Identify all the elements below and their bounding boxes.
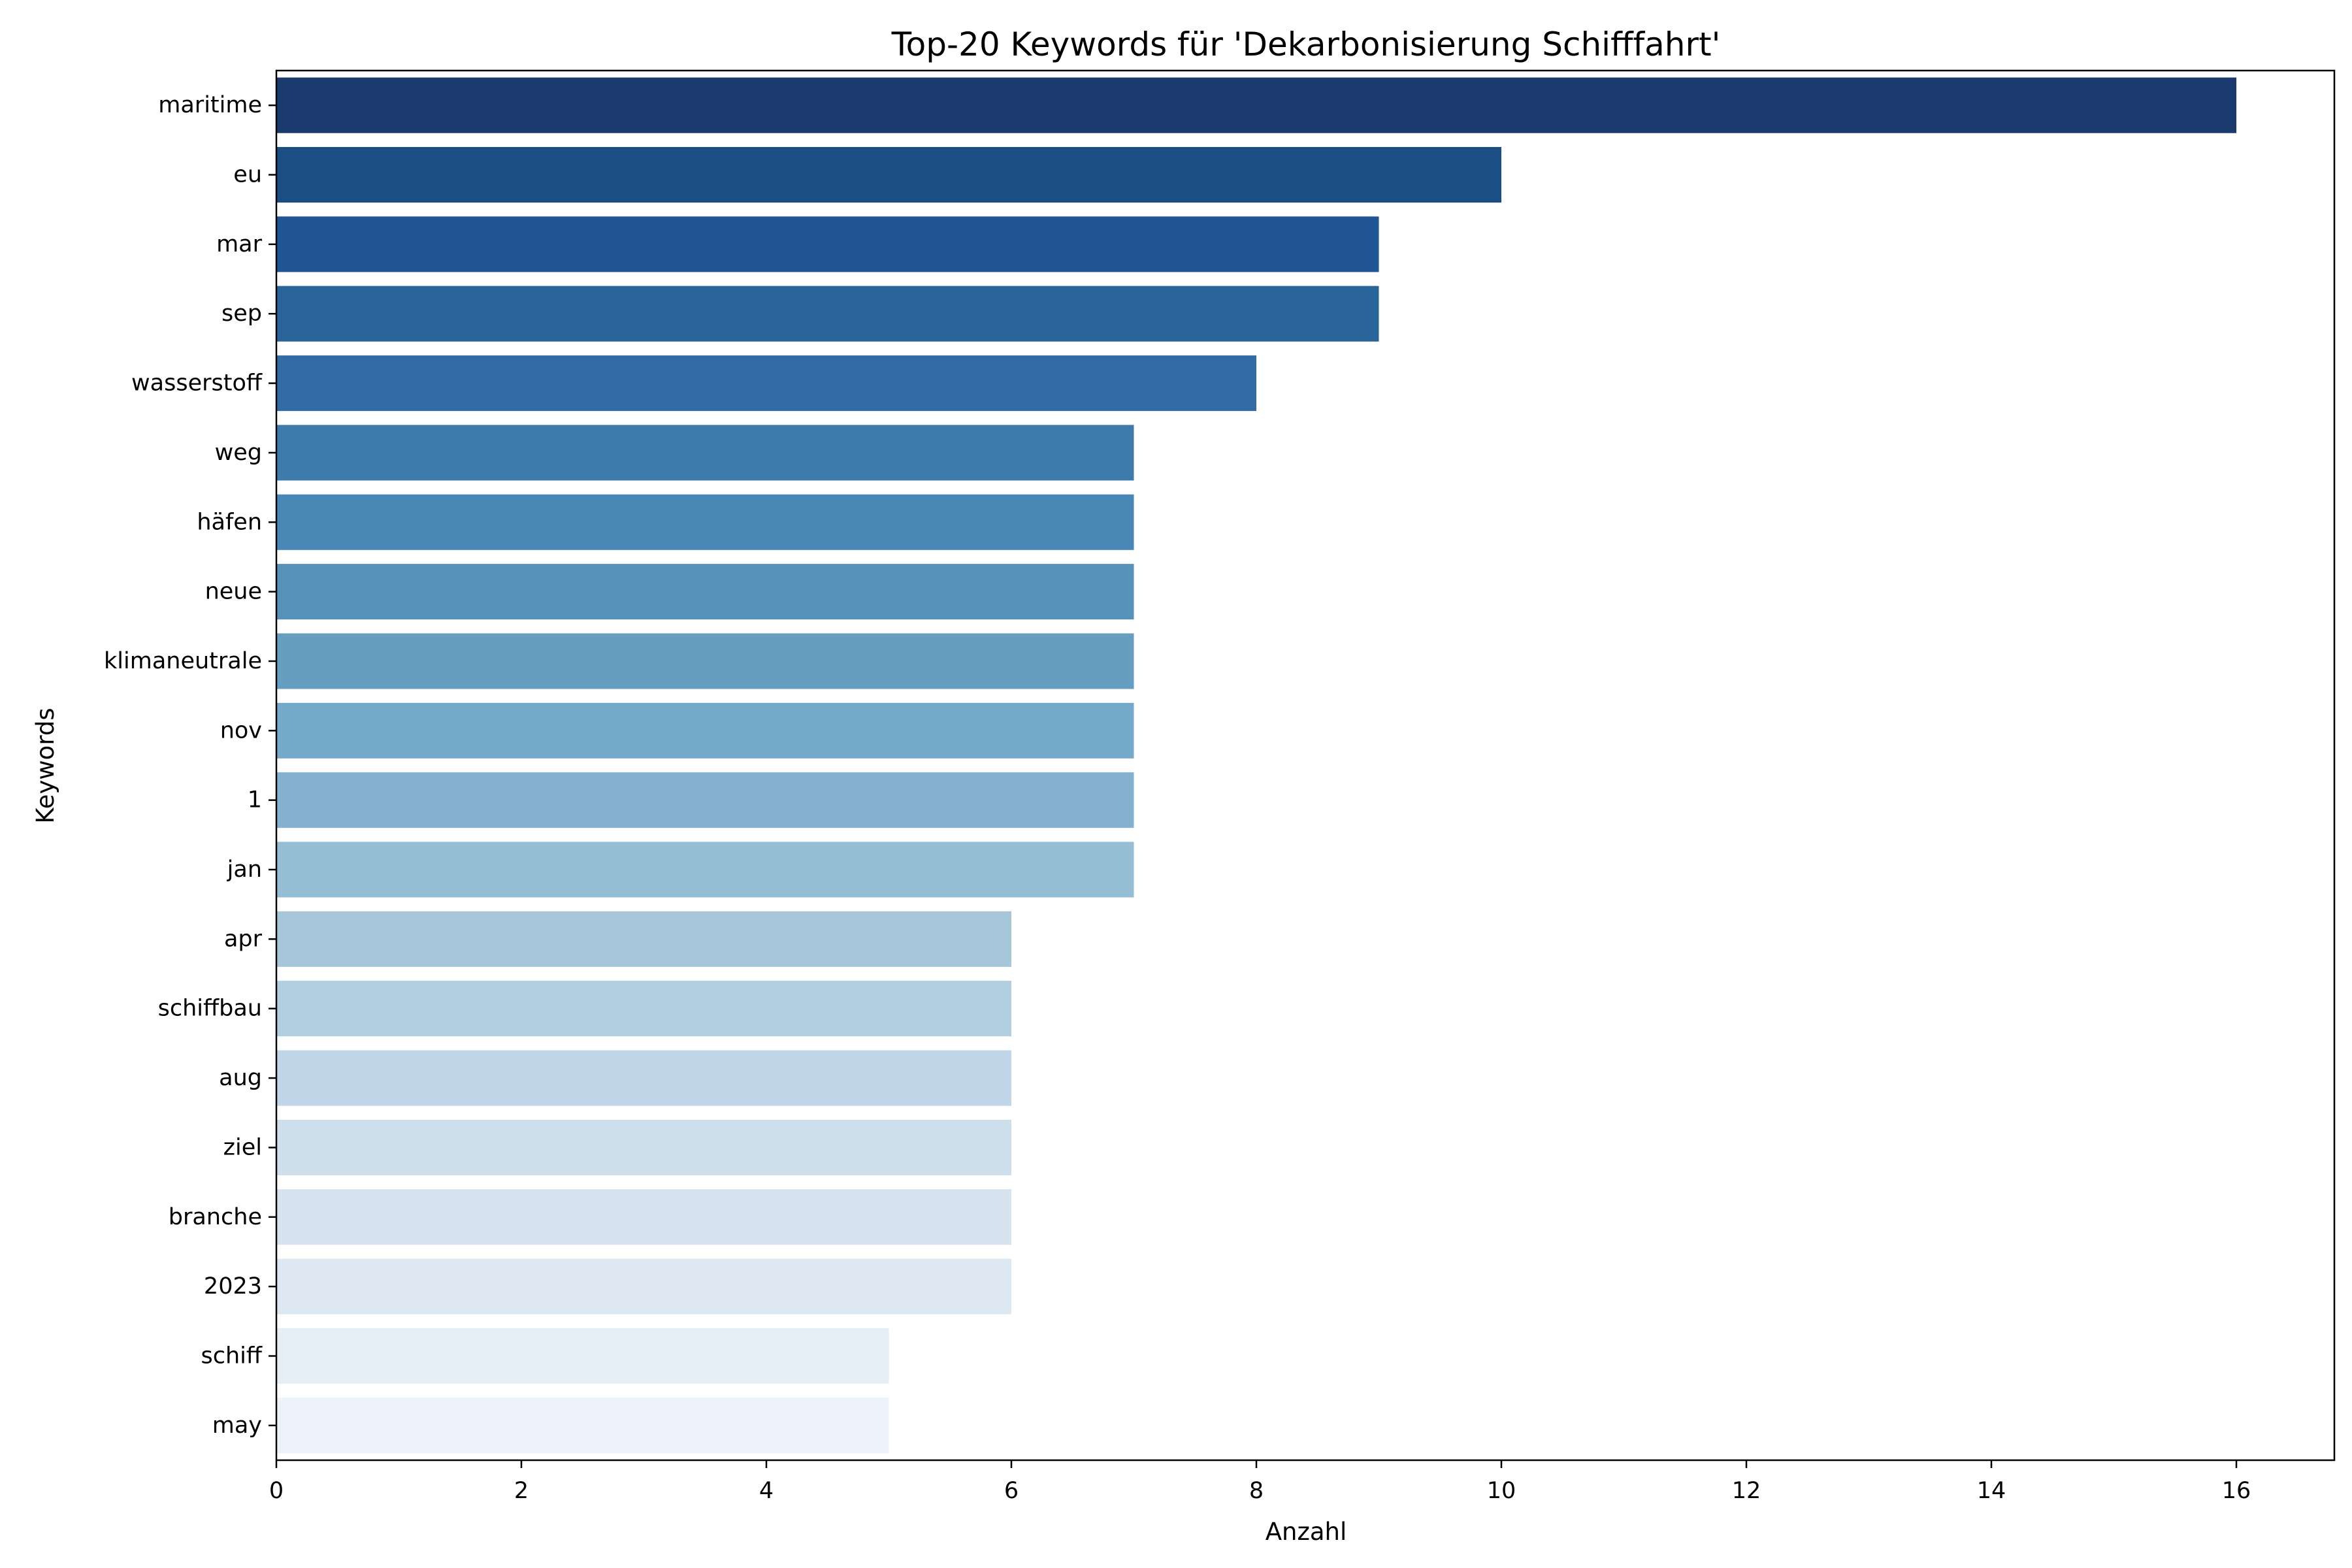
bar-branche — [276, 1189, 1011, 1245]
x-tick-label: 0 — [269, 1478, 284, 1504]
y-tick-label: maritime — [158, 92, 262, 118]
x-tick-label: 16 — [2222, 1478, 2251, 1504]
bar-1 — [276, 772, 1134, 828]
x-tick-label: 12 — [1732, 1478, 1761, 1504]
y-tick-label: wasserstoff — [131, 370, 263, 397]
x-tick-label: 8 — [1249, 1478, 1264, 1504]
y-tick-label: sep — [221, 301, 262, 327]
y-tick-label: neue — [205, 579, 262, 605]
y-tick-label: branche — [169, 1204, 262, 1230]
y-tick-label: 2023 — [204, 1273, 262, 1299]
bar-klimaneutrale — [276, 633, 1134, 689]
bar-eu — [276, 146, 1501, 203]
bar-apr — [276, 911, 1011, 967]
bar-nov — [276, 702, 1134, 759]
bar-wasserstoff — [276, 355, 1256, 412]
bar-maritime — [276, 77, 2236, 133]
y-tick-label: schiff — [201, 1343, 263, 1369]
y-tick-label: häfen — [197, 509, 262, 535]
bar-weg — [276, 425, 1134, 481]
y-tick-label: may — [212, 1413, 262, 1439]
bar-häfen — [276, 494, 1134, 550]
x-tick-label: 10 — [1487, 1478, 1516, 1504]
bar-2023 — [276, 1258, 1011, 1315]
y-tick-label: 1 — [248, 787, 262, 813]
bar-schiffbau — [276, 981, 1011, 1037]
y-tick-label: weg — [215, 440, 262, 466]
y-tick-label: jan — [227, 857, 262, 883]
x-axis-ticks: 0 2 4 6 8 10 12 14 16 — [269, 1460, 2251, 1504]
y-tick-label: klimaneutrale — [104, 648, 262, 674]
x-axis-label: Anzahl — [1266, 1518, 1347, 1546]
y-tick-label: ziel — [223, 1134, 262, 1160]
y-tick-label: aug — [219, 1065, 262, 1091]
y-tick-label: eu — [233, 162, 262, 188]
bar-jan — [276, 841, 1134, 898]
x-tick-label: 14 — [1977, 1478, 2006, 1504]
bar-schiff — [276, 1328, 889, 1384]
x-tick-label: 6 — [1004, 1478, 1019, 1504]
bar-mar — [276, 216, 1379, 272]
x-tick-label: 2 — [514, 1478, 529, 1504]
y-axis-ticks: maritime eu mar sep wasserstoff weg häfen neue k… — [104, 92, 276, 1439]
bar-sep — [276, 286, 1379, 342]
bar-may — [276, 1397, 889, 1454]
chart-title: Top-20 Keywords für 'Dekarbonisierung Sc… — [891, 25, 1721, 63]
y-tick-label: nov — [220, 717, 262, 743]
y-axis-label: Keywords — [31, 708, 59, 823]
bars-layer — [276, 77, 2236, 1454]
plot-frame — [275, 69, 2336, 1462]
bar-aug — [276, 1050, 1011, 1106]
x-tick-label: 4 — [759, 1478, 774, 1504]
y-tick-label: mar — [216, 231, 263, 257]
y-tick-label: apr — [224, 926, 263, 952]
bar-neue — [276, 564, 1134, 620]
y-tick-label: schiffbau — [158, 996, 262, 1022]
bar-ziel — [276, 1119, 1011, 1175]
